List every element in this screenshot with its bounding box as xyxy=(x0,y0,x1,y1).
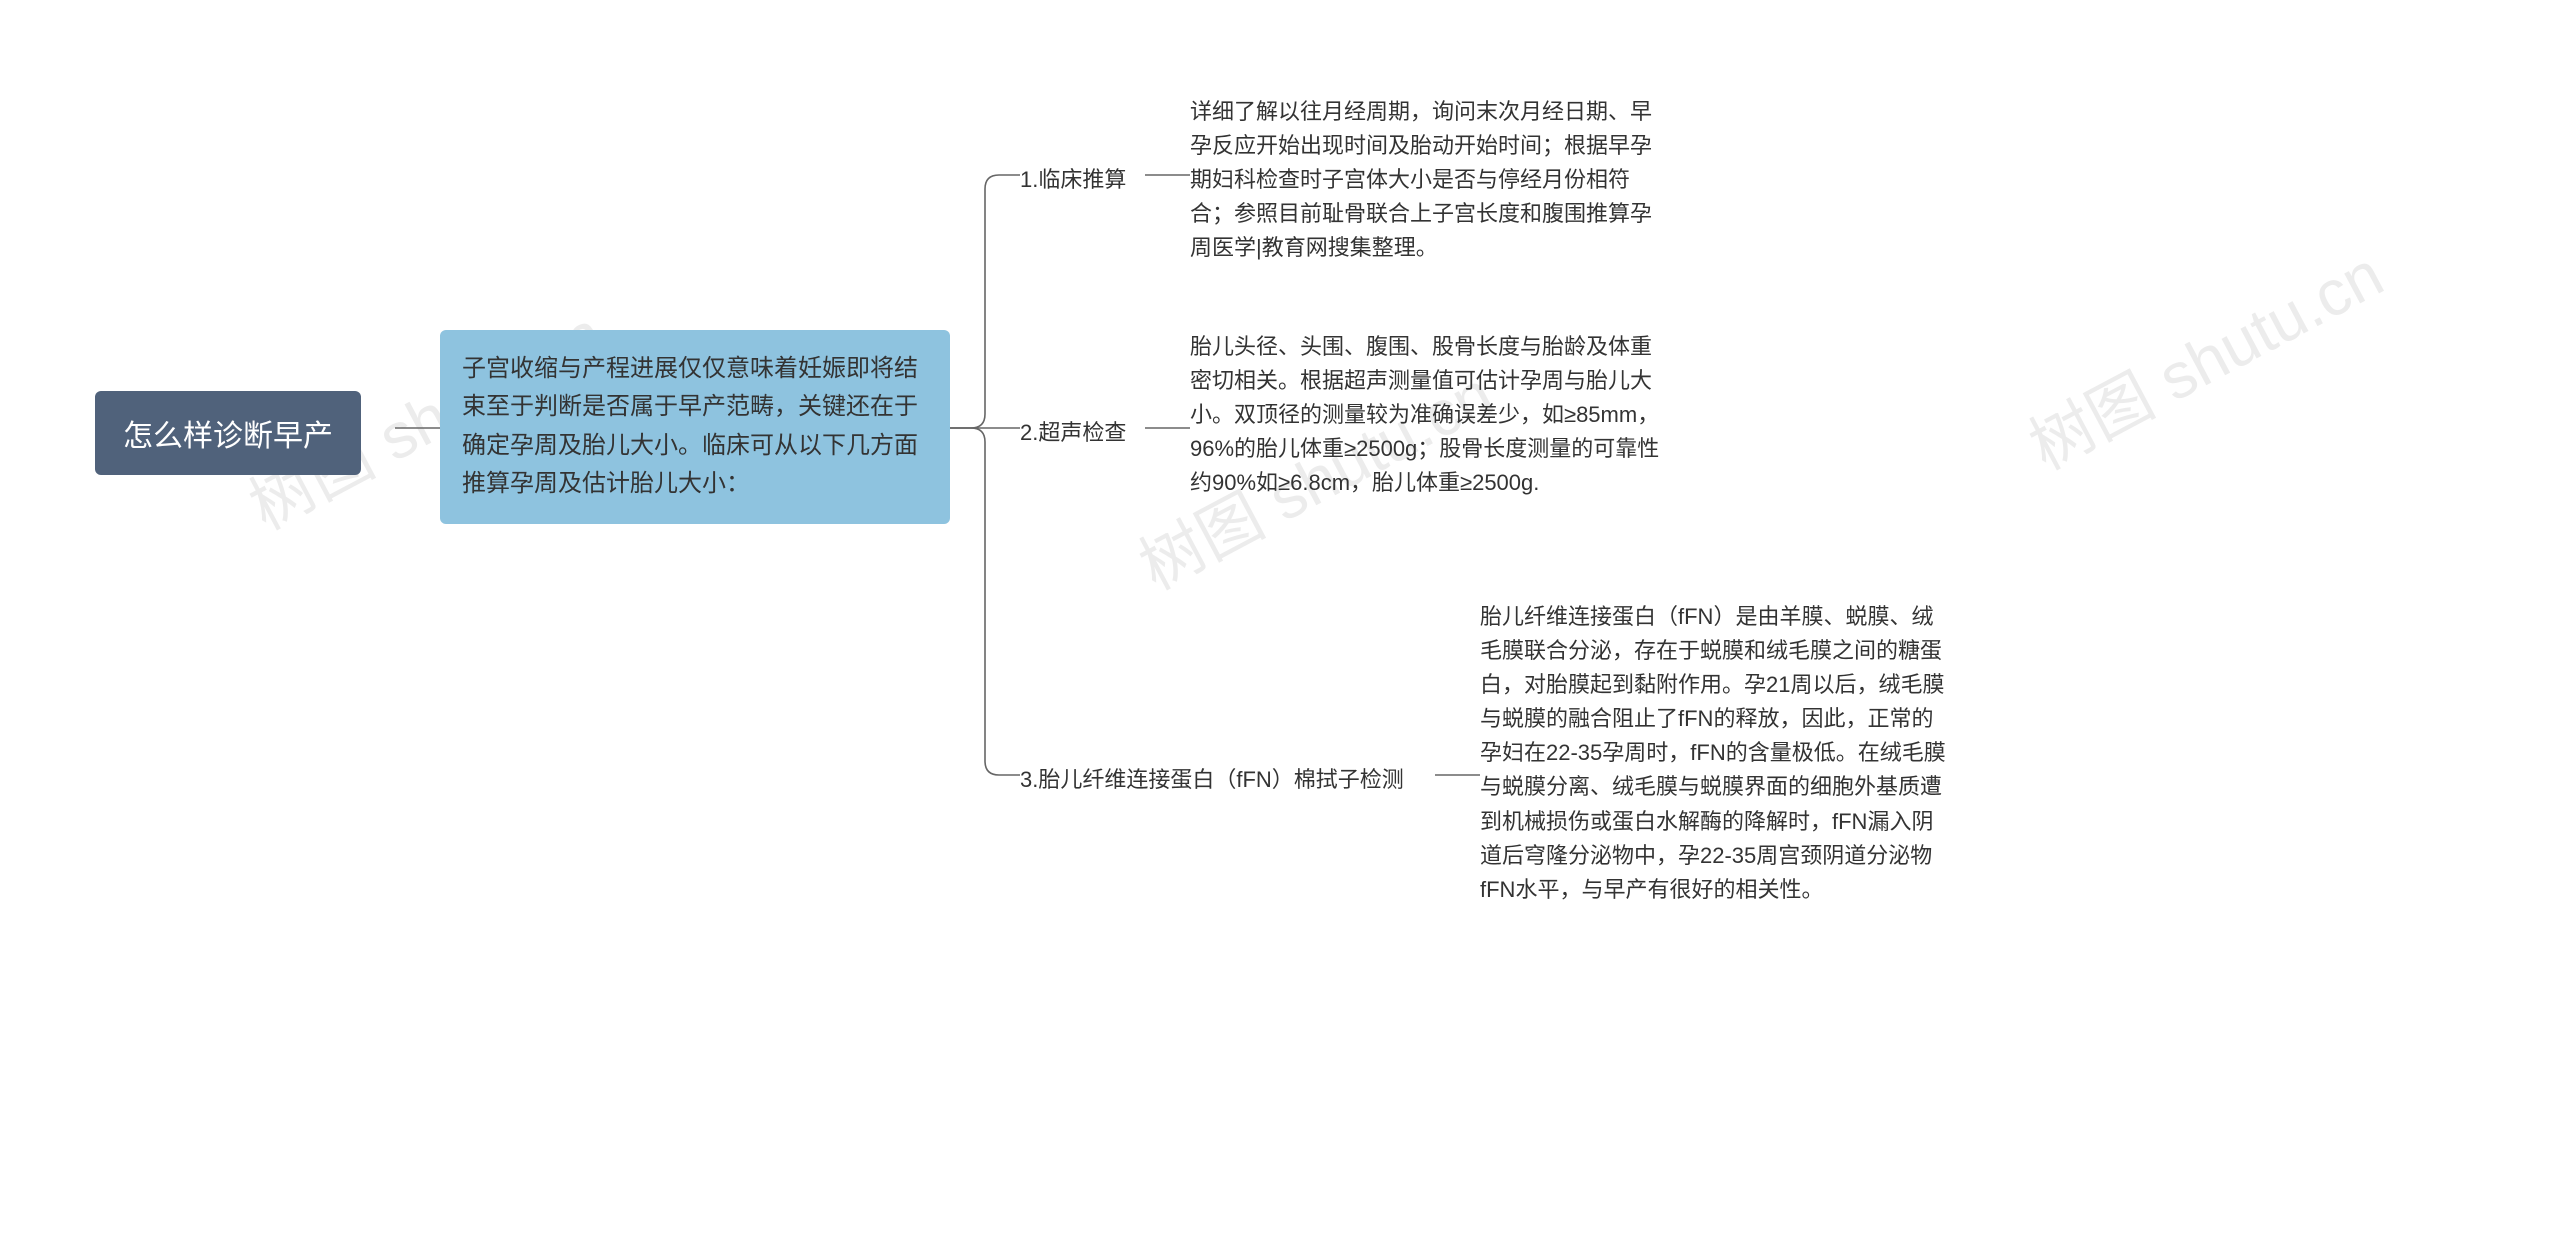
mindmap-root-node: 怎么样诊断早产 xyxy=(95,391,361,475)
root-text: 怎么样诊断早产 xyxy=(123,411,333,455)
watermark: 树图 shutu.cn xyxy=(2011,224,2397,487)
branch-label-text: 2.超声检查 xyxy=(1020,415,1126,447)
level1-text: 子宫收缩与产程进展仅仅意味着妊娠即将结束至于判断是否属于早产范畴，关键还在于确定… xyxy=(462,350,928,504)
branch-desc: 胎儿头径、头围、腹围、股骨长度与胎龄及体重密切相关。根据超声测量值可估计孕周与胎… xyxy=(1190,330,1660,500)
branch-desc-text: 胎儿纤维连接蛋白（fFN）是由羊膜、蜕膜、绒毛膜联合分泌，存在于蜕膜和绒毛膜之间… xyxy=(1480,600,1950,907)
branch-desc: 详细了解以往月经周期，询问末次月经日期、早孕反应开始出现时间及胎动开始时间；根据… xyxy=(1190,95,1660,265)
branch-desc-text: 胎儿头径、头围、腹围、股骨长度与胎龄及体重密切相关。根据超声测量值可估计孕周与胎… xyxy=(1190,330,1660,500)
branch-label: 1.临床推算 xyxy=(1020,162,1126,194)
branch-label-text: 3.胎儿纤维连接蛋白（fFN）棉拭子检测 xyxy=(1020,762,1404,794)
branch-desc-text: 详细了解以往月经周期，询问末次月经日期、早孕反应开始出现时间及胎动开始时间；根据… xyxy=(1190,95,1660,265)
branch-label: 2.超声检查 xyxy=(1020,415,1126,447)
branch-label-text: 1.临床推算 xyxy=(1020,162,1126,194)
branch-desc: 胎儿纤维连接蛋白（fFN）是由羊膜、蜕膜、绒毛膜联合分泌，存在于蜕膜和绒毛膜之间… xyxy=(1480,600,1950,907)
mindmap-level1-node: 子宫收缩与产程进展仅仅意味着妊娠即将结束至于判断是否属于早产范畴，关键还在于确定… xyxy=(440,330,950,524)
branch-label: 3.胎儿纤维连接蛋白（fFN）棉拭子检测 xyxy=(1020,762,1404,794)
